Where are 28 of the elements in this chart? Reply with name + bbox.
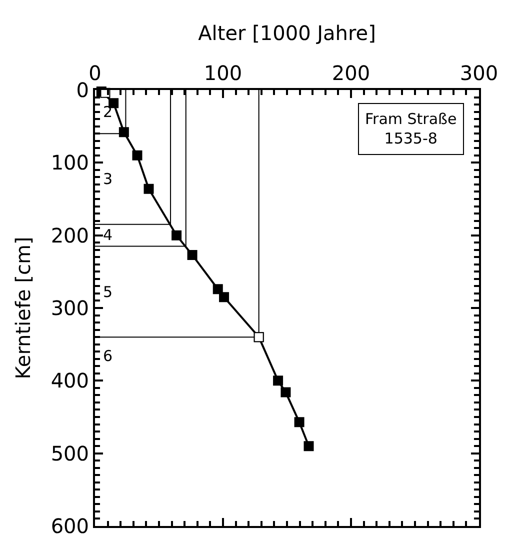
point xyxy=(212,284,223,294)
y-tick-label: 400 xyxy=(50,368,89,393)
y-tick-label: 600 xyxy=(50,514,89,538)
annotation: 3 xyxy=(103,170,113,188)
y-tick-label: 0 xyxy=(76,78,89,102)
y-tick-label: 200 xyxy=(50,223,89,248)
y-axis-title: Kerntiefe [cm] xyxy=(10,236,35,380)
point xyxy=(187,250,198,260)
annotation: 4 xyxy=(103,226,113,244)
x-tick-label: 200 xyxy=(332,61,370,85)
point xyxy=(294,417,304,428)
point xyxy=(304,441,314,452)
point xyxy=(118,127,129,138)
y-tick-label: 500 xyxy=(50,441,89,466)
annotation: Fram Straße 1535-8 xyxy=(365,110,457,148)
annotation: 5 xyxy=(103,283,113,301)
point xyxy=(219,292,230,302)
x-axis-title: Alter [1000 Jahre] xyxy=(198,21,376,45)
point xyxy=(273,376,284,386)
point xyxy=(172,230,182,240)
point xyxy=(132,150,142,160)
x-tick-label: 100 xyxy=(204,61,242,85)
annotation: 6 xyxy=(103,347,113,365)
point xyxy=(144,184,154,194)
y-tick-label: 300 xyxy=(50,296,89,320)
point xyxy=(280,387,291,398)
y-tick-label: 100 xyxy=(50,150,89,175)
x-tick-label: 300 xyxy=(460,61,498,85)
